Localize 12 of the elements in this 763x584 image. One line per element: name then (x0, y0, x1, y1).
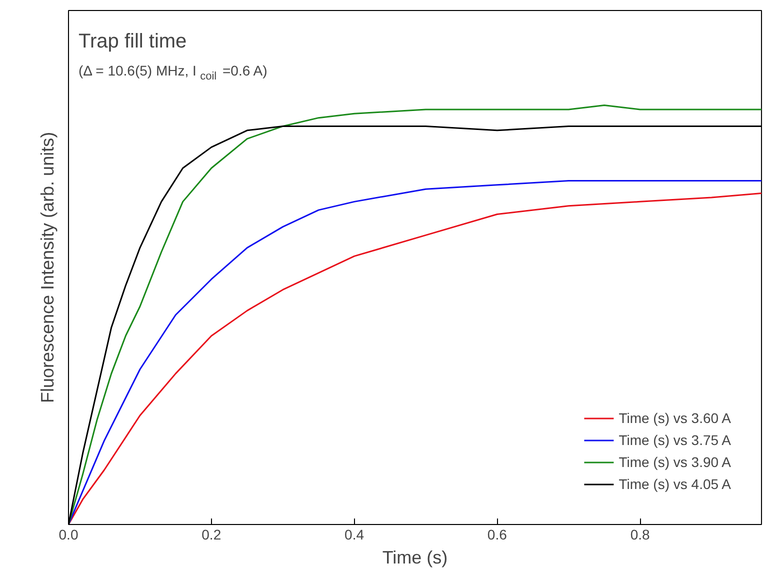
x-tick-label: 0.4 (344, 526, 364, 542)
legend-label: Time (s) vs 3.60 A (618, 410, 731, 426)
legend-label: Time (s) vs 4.05 A (618, 476, 731, 492)
x-tick-label: 0.6 (487, 526, 508, 542)
y-axis-title: Fluorescence Intensity (arb. units) (38, 132, 58, 404)
x-tick-label: 0.2 (202, 526, 222, 542)
x-tick-label: 0.8 (630, 526, 650, 542)
chart-title: Trap fill time (78, 30, 187, 52)
x-axis-title: Time (s) (382, 548, 448, 568)
legend-label: Time (s) vs 3.90 A (618, 454, 731, 470)
legend-label: Time (s) vs 3.75 A (618, 432, 731, 448)
x-tick-label: 0.0 (58, 526, 78, 542)
